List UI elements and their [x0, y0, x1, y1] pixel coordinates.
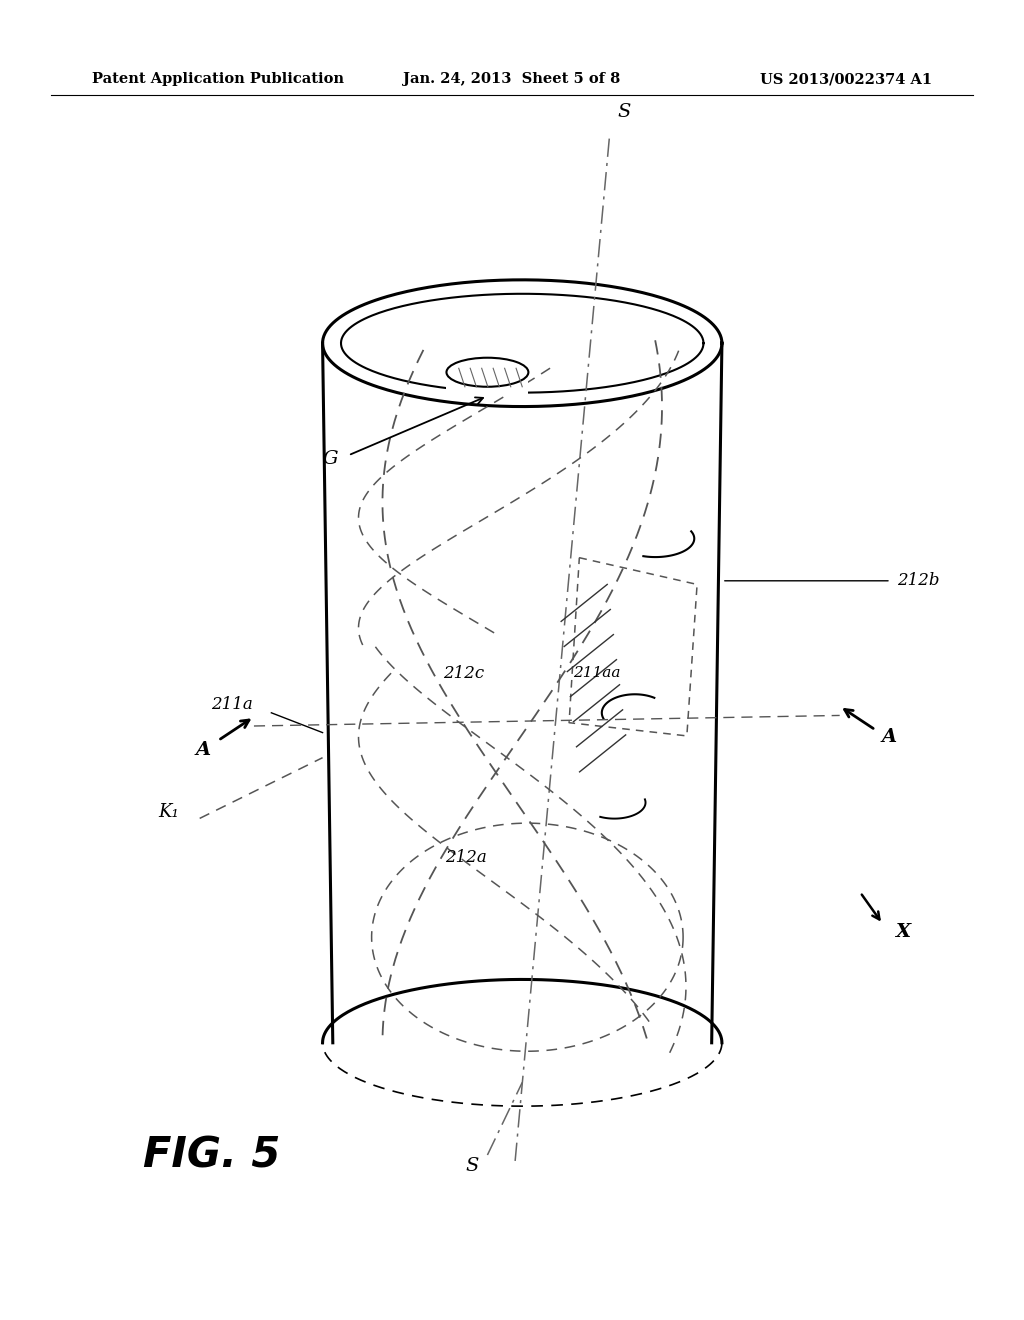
Text: 212b: 212b [897, 573, 940, 589]
Text: Jan. 24, 2013  Sheet 5 of 8: Jan. 24, 2013 Sheet 5 of 8 [403, 73, 621, 86]
Text: X: X [895, 923, 910, 941]
Text: 212c: 212c [443, 665, 484, 681]
Text: Patent Application Publication: Patent Application Publication [92, 73, 344, 86]
Text: 211a: 211a [211, 697, 253, 713]
Text: A: A [196, 741, 210, 759]
Text: 211aa: 211aa [573, 667, 621, 680]
Text: US 2013/0022374 A1: US 2013/0022374 A1 [760, 73, 932, 86]
Text: G: G [323, 450, 339, 469]
Text: 212a: 212a [445, 850, 486, 866]
Polygon shape [446, 366, 528, 395]
Text: S: S [466, 1156, 479, 1175]
Text: A: A [882, 727, 896, 746]
Text: FIG. 5: FIG. 5 [143, 1134, 281, 1176]
Text: S: S [617, 103, 631, 121]
Ellipse shape [446, 358, 528, 387]
Text: K₁: K₁ [159, 803, 179, 821]
